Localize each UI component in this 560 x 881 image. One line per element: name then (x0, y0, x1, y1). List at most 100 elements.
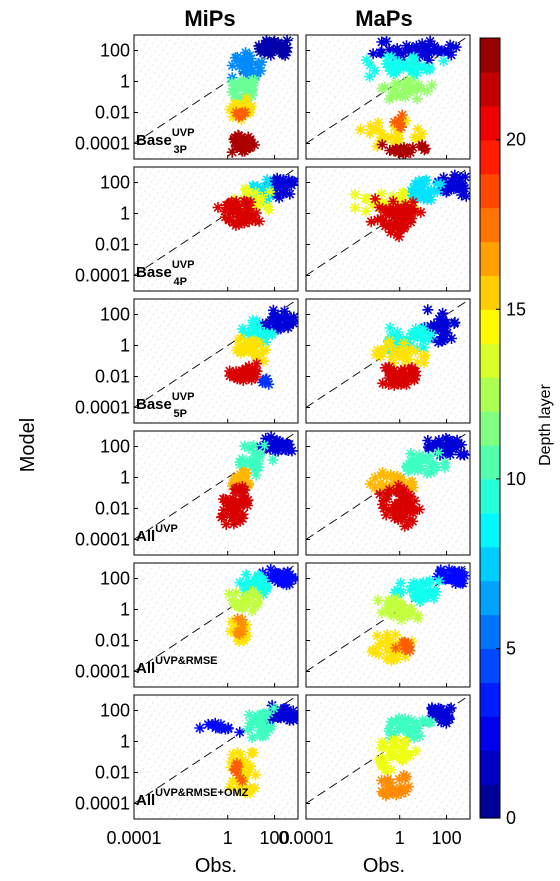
data-point (236, 453, 248, 465)
data-point (388, 59, 400, 71)
data-point (233, 784, 245, 796)
data-point (229, 77, 241, 89)
data-point (383, 634, 395, 646)
data-point (407, 196, 419, 208)
data-point (402, 465, 414, 477)
data-point (399, 78, 411, 90)
data-point (239, 209, 251, 221)
data-point (225, 755, 237, 767)
data-point (426, 329, 437, 340)
data-point (369, 482, 381, 494)
data-point (400, 379, 412, 391)
data-point (431, 705, 443, 717)
row-label: AllUVP&RMSE+OMZ (136, 787, 249, 809)
data-point (416, 139, 428, 151)
data-point (369, 65, 381, 77)
data-point (426, 79, 438, 91)
data-point (404, 514, 416, 525)
data-point (372, 344, 383, 356)
data-point (263, 204, 275, 216)
data-point (260, 344, 271, 356)
data-point (408, 732, 420, 744)
data-point (437, 333, 449, 345)
row-label: BaseUVP 3P (136, 127, 194, 156)
data-point (437, 568, 449, 580)
data-point (247, 588, 259, 600)
data-point (231, 55, 243, 67)
data-point (372, 117, 384, 129)
data-point (393, 723, 405, 734)
data-point (444, 39, 456, 51)
data-point (240, 569, 252, 581)
data-point (284, 188, 296, 200)
data-point (383, 203, 395, 215)
data-point (384, 723, 396, 735)
data-point (387, 195, 399, 207)
data-point (265, 431, 277, 443)
data-point (428, 592, 440, 604)
data-point (397, 62, 409, 74)
data-point (383, 503, 395, 515)
data-point (438, 172, 450, 184)
data-point (387, 638, 399, 650)
data-point (376, 736, 388, 748)
row-label: BaseUVP 5P (136, 391, 194, 420)
data-point (241, 72, 253, 84)
data-point (446, 333, 457, 344)
data-point (273, 192, 285, 204)
data-point (372, 594, 384, 606)
data-point (282, 566, 294, 578)
data-point (238, 55, 250, 67)
data-point (223, 588, 235, 600)
colorbar: 0 5 10 15 20 (479, 37, 526, 828)
row-label: AllUVP (136, 523, 178, 545)
data-point (359, 193, 371, 204)
data-point (237, 513, 249, 524)
data-point (371, 140, 383, 152)
colorbar-segment (480, 173, 500, 209)
y-tick-label: 100 (100, 569, 130, 589)
data-point (414, 730, 426, 742)
data-point (460, 190, 470, 202)
data-point (434, 709, 446, 721)
data-point (227, 111, 239, 123)
data-point (251, 589, 263, 601)
data-point (431, 186, 443, 198)
data-point (278, 576, 290, 588)
data-point (243, 216, 255, 228)
data-point (442, 434, 453, 446)
data-point (415, 463, 427, 475)
data-point (239, 80, 251, 92)
data-point (428, 319, 440, 330)
data-point (376, 139, 388, 151)
data-point (249, 215, 261, 227)
data-point (231, 482, 243, 494)
data-point (431, 46, 443, 58)
data-point (411, 342, 423, 354)
data-point (265, 563, 277, 575)
data-point (426, 702, 438, 714)
data-point (251, 358, 263, 370)
data-point (238, 346, 250, 358)
colorbar-segment (480, 784, 500, 819)
data-point (418, 342, 430, 354)
data-point (372, 214, 384, 226)
data-point (396, 109, 408, 121)
data-point (262, 722, 274, 734)
data-point (276, 443, 288, 455)
data-point (288, 311, 298, 323)
data-point (389, 587, 401, 599)
data-point (392, 471, 403, 482)
panel-frame (133, 562, 299, 688)
data-point (283, 319, 295, 331)
data-point (230, 219, 242, 231)
data-point (376, 128, 388, 140)
panel-r2-c1 (305, 298, 471, 424)
data-point (261, 328, 273, 340)
y-tick-label: 0.0001 (75, 794, 130, 814)
panel-r4-c1 (305, 562, 471, 688)
data-point (251, 315, 263, 327)
data-point (380, 509, 392, 521)
data-point (369, 472, 381, 484)
data-point (412, 722, 424, 734)
